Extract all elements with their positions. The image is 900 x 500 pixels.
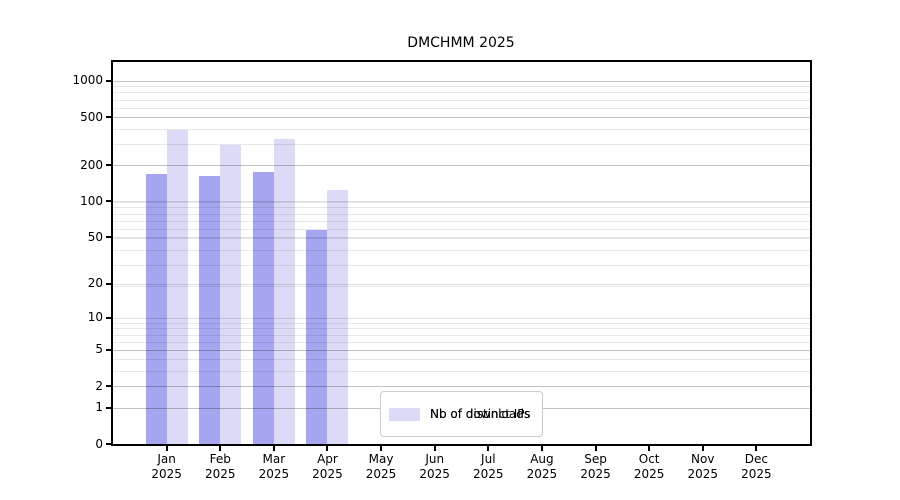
- gridline: [113, 249, 810, 251]
- plot-frame: [111, 60, 812, 446]
- y-tick-label-5: 5: [95, 342, 103, 357]
- x-tick-label-aug: Aug 2025: [526, 452, 558, 481]
- y-tick: [106, 236, 111, 239]
- chart-title: DMCHMM 2025: [407, 35, 515, 51]
- x-tick: [326, 446, 329, 451]
- x-tick: [165, 446, 168, 451]
- x-tick-label-jul: Jul 2025: [473, 452, 504, 481]
- y-tick-label-500: 500: [80, 109, 103, 124]
- gridline: [113, 220, 810, 222]
- y-tick: [106, 443, 111, 445]
- y-tick: [106, 200, 111, 203]
- gridline: [113, 334, 810, 336]
- bar-downloads-feb: [220, 144, 242, 444]
- gridline: [113, 99, 810, 101]
- x-tick-label-nov: Nov 2025: [687, 452, 719, 481]
- x-tick: [487, 446, 490, 451]
- gridline: [113, 107, 810, 109]
- bar-downloads-jan: [166, 130, 188, 444]
- y-tick: [106, 348, 111, 351]
- y-tick: [106, 406, 111, 409]
- gridline: [113, 128, 810, 130]
- x-tick: [594, 446, 597, 451]
- y-tick: [106, 164, 111, 167]
- y-tick-label-50: 50: [87, 229, 103, 244]
- y-tick: [106, 316, 111, 319]
- bar-downloads-apr: [327, 189, 349, 444]
- y-tick: [106, 116, 111, 119]
- gridline: [113, 322, 810, 324]
- x-tick: [648, 446, 651, 451]
- y-tick: [106, 385, 111, 388]
- gridline: [113, 236, 810, 238]
- legend-label-downloads: Nb of downloads: [430, 406, 531, 421]
- gridline: [113, 358, 810, 360]
- gridline: [113, 213, 810, 215]
- x-tick: [755, 446, 758, 451]
- y-tick: [106, 282, 111, 285]
- y-tick-label-2: 2: [95, 378, 103, 393]
- gridline: [113, 80, 810, 82]
- legend: Nb of distinct IPs Nb of downloads: [380, 391, 543, 437]
- gridline: [113, 349, 810, 351]
- x-tick: [380, 446, 383, 451]
- x-tick-label-apr: Apr 2025: [312, 452, 343, 481]
- x-tick-label-sep: Sep 2025: [580, 452, 611, 481]
- x-tick: [272, 446, 275, 451]
- y-tick-label-1000: 1000: [72, 73, 103, 88]
- gridline: [113, 164, 810, 166]
- x-tick-label-jan: Jan 2025: [151, 452, 182, 481]
- y-tick-label-1: 1: [95, 400, 103, 415]
- gridline: [113, 200, 810, 202]
- gridline: [113, 206, 810, 208]
- gridline: [113, 237, 810, 239]
- bar-distinct-ips-jan: [145, 173, 167, 444]
- gridline: [113, 327, 810, 329]
- x-tick: [219, 446, 222, 451]
- legend-item-downloads: Nb of downloads: [389, 407, 530, 422]
- y-tick-label-100: 100: [80, 193, 103, 208]
- y-tick-label-10: 10: [87, 310, 103, 325]
- x-tick: [540, 446, 543, 451]
- x-tick-label-feb: Feb 2025: [204, 452, 236, 481]
- x-tick-label-jun: Jun 2025: [419, 452, 450, 481]
- bar-distinct-ips-mar: [252, 171, 274, 444]
- gridline: [113, 385, 810, 387]
- x-tick: [701, 446, 704, 451]
- x-tick: [433, 446, 436, 451]
- gridline: [113, 143, 810, 145]
- y-tick-label-20: 20: [87, 276, 103, 291]
- legend-swatch-downloads: [389, 407, 420, 421]
- gridline: [113, 341, 810, 343]
- y-tick-label-0: 0: [95, 436, 103, 451]
- x-tick-label-dec: Dec 2025: [741, 452, 772, 481]
- gridline: [113, 116, 810, 118]
- gridline: [113, 201, 810, 203]
- gridline: [113, 228, 810, 230]
- gridline: [113, 264, 810, 266]
- gridline: [113, 317, 810, 319]
- bar-downloads-mar: [273, 138, 295, 444]
- x-tick-label-oct: Oct 2025: [633, 452, 665, 481]
- gridline: [113, 370, 810, 372]
- x-tick-label-may: May 2025: [365, 452, 397, 481]
- y-tick-label-200: 200: [80, 157, 103, 172]
- gridline: [113, 91, 810, 93]
- bar-distinct-ips-apr: [306, 229, 328, 444]
- gridline: [113, 85, 810, 87]
- legend-label-distinct-ips: Nb of distinct IPs: [430, 406, 531, 421]
- y-tick: [106, 79, 111, 82]
- gridline: [113, 285, 810, 287]
- bar-distinct-ips-feb: [199, 175, 221, 444]
- x-tick-label-mar: Mar 2025: [258, 452, 290, 481]
- gridline: [113, 283, 810, 285]
